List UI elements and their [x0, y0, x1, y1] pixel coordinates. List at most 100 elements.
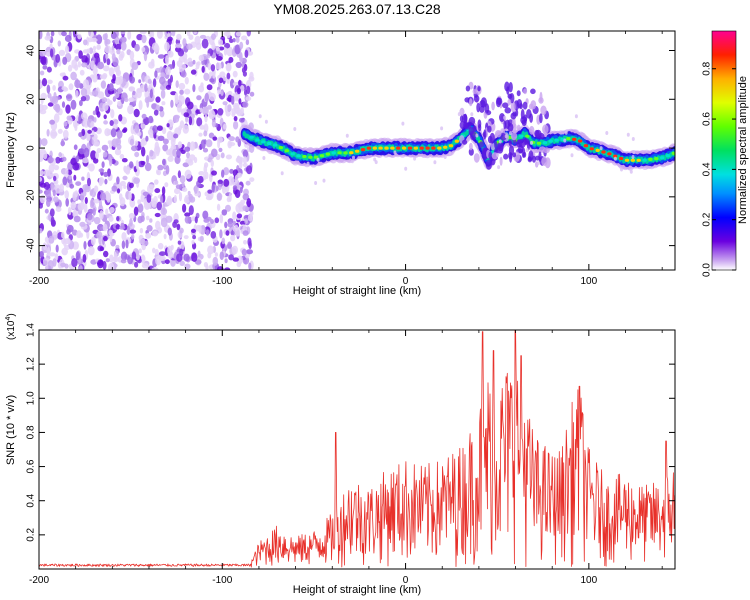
y-tick-label: 0: [26, 145, 37, 151]
noise-blob: [239, 186, 243, 194]
noise-blob: [64, 34, 72, 43]
ridge-speck: [631, 155, 635, 159]
noise-blob: [118, 114, 123, 122]
noise-blob: [207, 189, 213, 194]
ridge-speck: [262, 156, 266, 160]
noise-blob: [91, 90, 99, 97]
noise-blob: [46, 129, 50, 137]
noise-blob: [226, 196, 231, 203]
noise-blob: [96, 44, 101, 50]
noise-blob: [154, 70, 158, 78]
noise-blob: [214, 252, 218, 257]
ridge-scatter: [510, 101, 516, 113]
noise-blob: [176, 33, 182, 41]
noise-blob: [119, 225, 126, 230]
noise-blob: [178, 125, 183, 131]
noise-blob: [46, 84, 51, 94]
noise-blob: [227, 176, 235, 186]
noise-blob: [134, 43, 140, 52]
noise-blob: [45, 190, 52, 198]
noise-blob: [236, 87, 241, 95]
noise-blob: [46, 66, 52, 73]
noise-blob: [149, 149, 154, 157]
noise-blob: [113, 251, 117, 262]
ridge-core-dot: [624, 158, 630, 162]
ridge-scatter: [480, 97, 487, 108]
noise-blob: [82, 157, 89, 164]
noise-blob: [217, 89, 222, 95]
ridge-scatter: [508, 139, 512, 147]
noise-blob: [66, 224, 74, 233]
noise-blob: [74, 123, 78, 131]
noise-blob: [188, 116, 193, 126]
noise-blob: [48, 252, 56, 257]
noise-blob: [80, 112, 88, 120]
noise-blob: [157, 164, 164, 171]
noise-blob: [134, 261, 139, 268]
noise-blob: [242, 156, 248, 164]
noise-blob: [67, 206, 72, 216]
ridge-scatter: [468, 98, 473, 107]
noise-blob: [173, 114, 180, 120]
ridge-speck: [352, 155, 355, 160]
noise-blob: [128, 212, 135, 220]
ridge-scatter: [508, 152, 513, 160]
noise-blob: [106, 98, 111, 104]
noise-blob: [77, 202, 84, 211]
noise-blob: [78, 114, 82, 125]
noise-blob: [216, 192, 222, 201]
noise-blob: [200, 139, 206, 149]
noise-blob: [181, 187, 188, 192]
noise-blob: [103, 114, 107, 120]
noise-blob: [160, 72, 166, 79]
noise-blob: [39, 31, 43, 40]
noise-blob: [165, 215, 173, 223]
noise-blob: [171, 31, 176, 37]
noise-blob: [109, 120, 114, 126]
noise-blob: [233, 116, 238, 122]
noise-blob: [90, 60, 95, 70]
noise-blob: [133, 206, 139, 216]
noise-blob: [165, 149, 172, 156]
noise-blob: [160, 195, 164, 204]
noise-blob: [204, 92, 209, 103]
noise-blob: [117, 100, 122, 107]
noise-blob: [206, 53, 211, 59]
ridge-scatter: [538, 151, 542, 162]
ridge-speck: [613, 156, 617, 161]
noise-blob: [151, 42, 159, 51]
noise-blob: [87, 208, 94, 215]
noise-blob: [47, 79, 53, 85]
noise-blob: [205, 264, 209, 270]
noise-blob: [211, 33, 216, 40]
noise-blob: [127, 31, 132, 40]
noise-blob: [121, 158, 128, 163]
noise-blob: [182, 124, 189, 134]
noise-blob: [165, 165, 170, 175]
noise-blob: [170, 74, 173, 83]
noise-blob: [164, 42, 170, 52]
noise-blob: [139, 31, 147, 35]
noise-blob: [97, 191, 102, 202]
ridge-core-dot: [360, 148, 366, 152]
ridge-scatter: [495, 130, 502, 138]
snr-x-ticks: -200 -100 0 100: [29, 330, 663, 586]
noise-blob: [217, 179, 224, 184]
noise-blob: [82, 79, 90, 89]
noise-blob: [57, 40, 61, 47]
noise-blob: [166, 198, 173, 206]
noise-blob: [162, 158, 166, 166]
colorbar-label: Normalized spectral amplitude: [737, 76, 749, 224]
noise-blob: [79, 221, 86, 227]
noise-blob: [238, 52, 243, 61]
noise-blob: [96, 231, 103, 239]
noise-blob: [184, 88, 191, 95]
ridge-speck: [459, 110, 463, 115]
noise-blob: [242, 71, 247, 77]
noise-blob: [136, 33, 143, 41]
noise-blob: [91, 130, 95, 136]
ridge-scatter: [523, 88, 528, 95]
noise-blob: [230, 230, 235, 236]
noise-blob: [204, 162, 209, 168]
